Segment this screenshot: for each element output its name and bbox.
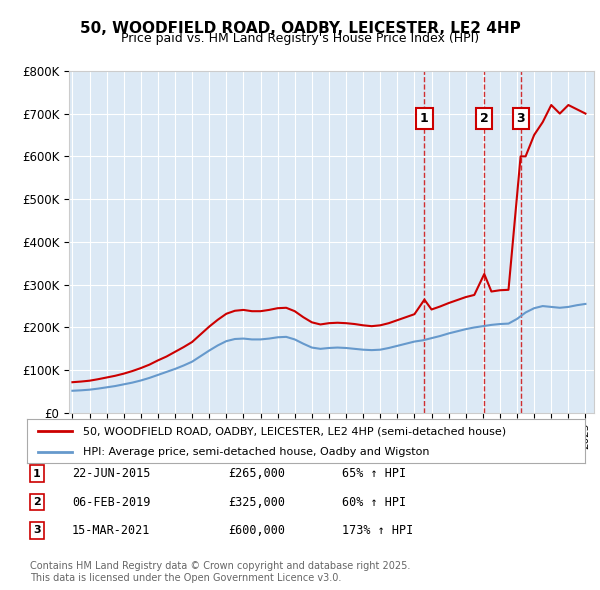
Text: 65% ↑ HPI: 65% ↑ HPI [342, 467, 406, 480]
Text: 60% ↑ HPI: 60% ↑ HPI [342, 496, 406, 509]
Text: 2: 2 [480, 112, 488, 125]
Text: 2: 2 [33, 497, 41, 507]
Text: HPI: Average price, semi-detached house, Oadby and Wigston: HPI: Average price, semi-detached house,… [83, 447, 430, 457]
Text: £600,000: £600,000 [228, 524, 285, 537]
Text: 173% ↑ HPI: 173% ↑ HPI [342, 524, 413, 537]
Text: Price paid vs. HM Land Registry's House Price Index (HPI): Price paid vs. HM Land Registry's House … [121, 32, 479, 45]
Text: 22-JUN-2015: 22-JUN-2015 [72, 467, 151, 480]
Text: £265,000: £265,000 [228, 467, 285, 480]
Text: 06-FEB-2019: 06-FEB-2019 [72, 496, 151, 509]
Text: 1: 1 [33, 469, 41, 478]
Text: £325,000: £325,000 [228, 496, 285, 509]
Text: 1: 1 [420, 112, 429, 125]
Text: 3: 3 [516, 112, 525, 125]
Text: Contains HM Land Registry data © Crown copyright and database right 2025.
This d: Contains HM Land Registry data © Crown c… [30, 561, 410, 583]
Text: 3: 3 [33, 526, 41, 535]
Text: 50, WOODFIELD ROAD, OADBY, LEICESTER, LE2 4HP (semi-detached house): 50, WOODFIELD ROAD, OADBY, LEICESTER, LE… [83, 427, 506, 436]
Text: 50, WOODFIELD ROAD, OADBY, LEICESTER, LE2 4HP: 50, WOODFIELD ROAD, OADBY, LEICESTER, LE… [80, 21, 520, 35]
Text: 15-MAR-2021: 15-MAR-2021 [72, 524, 151, 537]
